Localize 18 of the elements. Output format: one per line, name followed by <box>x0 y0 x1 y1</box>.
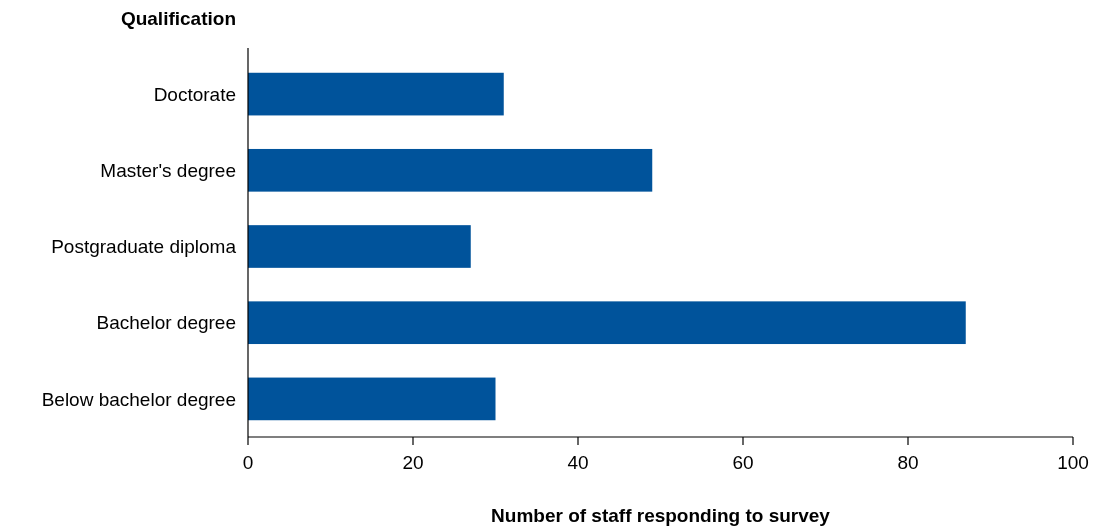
x-tick-label: 0 <box>242 452 254 473</box>
x-tick-label: 60 <box>732 452 754 473</box>
bar <box>248 72 504 116</box>
y-tick-label: Below bachelor degree <box>41 388 236 410</box>
x-tick-label: 40 <box>567 452 589 473</box>
y-tick-label: Bachelor degree <box>96 312 236 334</box>
y-tick-label: Master's degree <box>100 159 236 181</box>
x-tick-label: 20 <box>402 452 424 473</box>
bar <box>248 377 496 421</box>
y-axis-title: Qualification <box>120 8 236 29</box>
x-tick-label: 80 <box>897 452 919 473</box>
x-tick-label: 100 <box>1057 452 1089 473</box>
bar <box>248 148 653 192</box>
y-tick-label: Postgraduate diploma <box>51 236 237 258</box>
bar <box>248 301 966 345</box>
bar <box>248 225 471 268</box>
y-tick-label: Doctorate <box>153 83 236 105</box>
x-axis-title: Number of staff responding to survey <box>491 505 831 526</box>
